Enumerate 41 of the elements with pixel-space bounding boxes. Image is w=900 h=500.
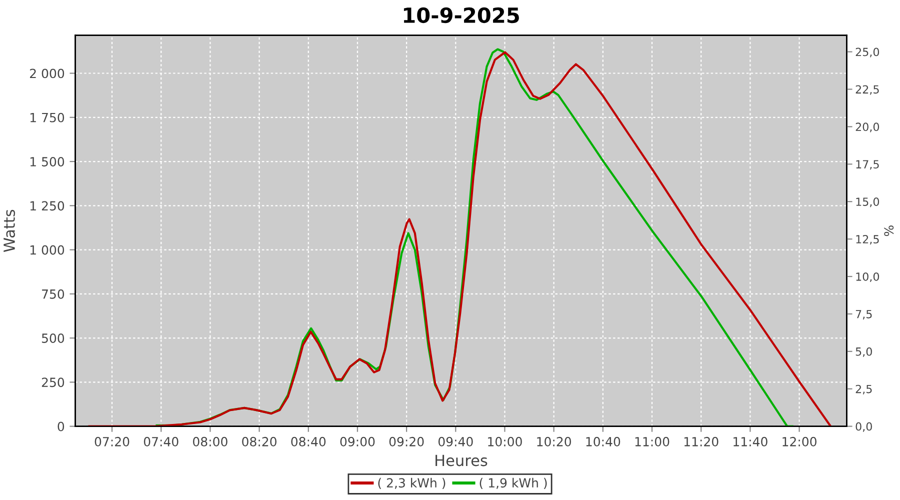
y-tick-label: 1 500 bbox=[30, 156, 64, 166]
x-tick-label: 09:20 bbox=[389, 436, 424, 446]
y-tick-label: 0 bbox=[58, 422, 64, 432]
x-tick-label: 11:40 bbox=[734, 436, 768, 446]
y2-tick-label: 2,5 bbox=[856, 384, 872, 394]
x-tick-label: 10:40 bbox=[586, 436, 620, 446]
y2-tick-label: 5,0 bbox=[856, 347, 872, 357]
y-axis-title: Watts bbox=[4, 210, 16, 252]
x-tick-label: 07:20 bbox=[94, 436, 130, 446]
x-tick-label: 09:00 bbox=[340, 436, 375, 446]
y2-tick-label: 10,0 bbox=[856, 272, 880, 282]
x-tick-label: 09:40 bbox=[438, 436, 473, 446]
x-tick-label: 08:20 bbox=[242, 436, 276, 446]
y-tick-label: 1 750 bbox=[30, 112, 64, 122]
x-axis-title: Heures bbox=[436, 454, 488, 466]
legend-label: ( 2,3 kWh ) bbox=[378, 478, 446, 490]
y2-tick-label: 17,5 bbox=[856, 160, 879, 170]
y2-tick-label: 15,0 bbox=[856, 198, 880, 208]
x-tick-label: 10:00 bbox=[488, 436, 522, 446]
y2-axis-title: % bbox=[884, 226, 894, 236]
y-tick-label: 250 bbox=[42, 378, 64, 388]
x-tick-label: 12:00 bbox=[782, 436, 816, 446]
y2-tick-label: 7,5 bbox=[856, 310, 872, 320]
x-tick-label: 11:00 bbox=[635, 436, 670, 446]
x-tick-label: 07:40 bbox=[144, 436, 178, 446]
x-tick-label: 10:20 bbox=[537, 436, 572, 446]
y2-tick-label: 20,0 bbox=[856, 122, 880, 132]
y-tick-label: 750 bbox=[42, 289, 64, 299]
y-tick-label: 1 250 bbox=[30, 201, 64, 211]
y-tick-label: 500 bbox=[42, 334, 64, 343]
x-tick-label: 08:40 bbox=[291, 436, 326, 446]
y2-tick-label: 0,0 bbox=[856, 422, 872, 432]
legend-label: ( 1,9 kWh ) bbox=[480, 478, 547, 490]
x-tick-label: 11:20 bbox=[684, 436, 718, 446]
y-tick-label: 2 000 bbox=[30, 68, 64, 78]
x-tick-label: 08:00 bbox=[193, 436, 228, 446]
y-tick-label: 1 000 bbox=[30, 245, 64, 255]
y2-tick-label: 22,5 bbox=[856, 85, 879, 95]
chart-title: 10-9-2025 bbox=[404, 7, 519, 24]
y2-tick-label: 12,5 bbox=[856, 235, 879, 245]
y2-tick-label: 25,0 bbox=[856, 48, 880, 58]
